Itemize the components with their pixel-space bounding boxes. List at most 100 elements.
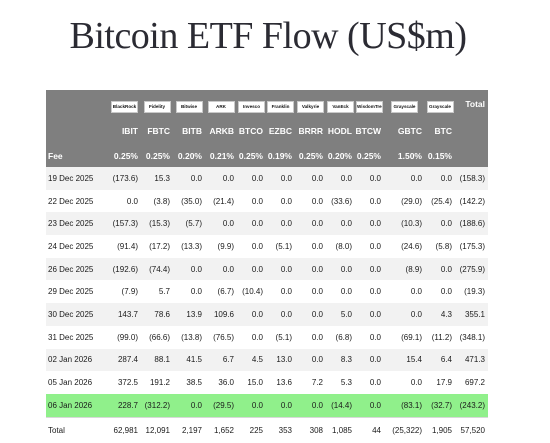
- flow-cell: (157.3): [108, 212, 141, 236]
- row-date: 26 Dec 2025: [46, 257, 108, 281]
- flow-cell: 143.7: [108, 303, 141, 326]
- table-row: 24 Dec 2025 (91.4) (17.2) (13.3) (9.9) 0.0 (5.…: [46, 235, 488, 258]
- row-date: 02 Jan 2026: [46, 348, 108, 372]
- flow-cell: (29.0): [401, 196, 422, 206]
- row-total: (19.3): [464, 287, 485, 297]
- flow-cell: 6.4: [425, 348, 455, 372]
- table-row: 30 Dec 2025 143.7 78.6 13.9 109.6 0.0 0.0 0.0 5.…: [46, 303, 488, 326]
- row-total: (142.2): [459, 196, 485, 206]
- flow-cell: 287.4: [108, 348, 141, 372]
- ticker-header: BTCW: [355, 117, 384, 144]
- flow-cell: (11.2): [431, 332, 452, 342]
- flow-cell: 0.0: [440, 287, 452, 297]
- flow-cell: (9.9): [217, 241, 234, 251]
- flow-cell: 15.0: [247, 378, 263, 388]
- flow-cell: 78.6: [141, 303, 173, 326]
- flow-cell: (192.6): [108, 257, 141, 281]
- flow-cell: 5.7: [158, 287, 170, 297]
- issuer-logo: Valkyrie: [297, 101, 324, 113]
- flow-cell: 17.9: [436, 378, 452, 388]
- table-row: 31 Dec 2025 (99.0) (66.6) (13.8) (76.5) 0.0 (5…: [46, 326, 488, 349]
- totals-row: Total 62,981 12,091 2,197 1,652 225 353 308 1,08…: [46, 416, 488, 443]
- flow-cell: (10.3): [384, 212, 425, 236]
- ticker-corner-cell: [46, 117, 108, 144]
- flow-cell: (3.8): [153, 196, 170, 206]
- totals-cell: 1,652: [205, 416, 237, 443]
- issuer-logo-cell: BlackRock: [108, 90, 141, 117]
- row-date: 23 Dec 2025: [46, 212, 108, 236]
- fee-value: 0.21%: [205, 144, 237, 167]
- fee-row: Fee 0.25% 0.25% 0.20% 0.21% 0.25% 0.19% 0.25% 0.…: [46, 144, 488, 167]
- totals-cell: 62,981: [108, 416, 141, 443]
- row-date: 19 Dec 2025: [46, 167, 108, 190]
- totals-cell: 44: [355, 416, 384, 443]
- flow-cell: (5.1): [275, 241, 292, 251]
- issuer-logo: Franklin: [267, 101, 294, 113]
- flow-cell: 0.0: [355, 212, 384, 236]
- flow-cell: (32.7): [425, 393, 455, 418]
- flow-cell: 372.5: [117, 378, 138, 388]
- flow-cell: 0.0: [266, 167, 295, 190]
- flow-cell: (33.6): [331, 196, 352, 206]
- flow-cell: (5.7): [173, 212, 205, 236]
- ticker-header: BITB: [173, 117, 205, 144]
- issuer-logo-cell: Grayscale: [425, 90, 455, 117]
- totals-cell: (25,322): [384, 416, 425, 443]
- issuer-logo-cell: Invesco: [237, 90, 266, 117]
- flow-cell: (10.4): [242, 287, 263, 297]
- flow-cell: (66.6): [149, 332, 170, 342]
- flow-cell: 0.0: [326, 257, 355, 281]
- flow-cell: (6.8): [335, 332, 352, 342]
- flow-cell: 0.0: [326, 167, 355, 190]
- flow-cell: 0.0: [266, 393, 295, 418]
- totals-cell: 225: [237, 416, 266, 443]
- flow-cell: 0.0: [295, 348, 326, 372]
- row-date: 30 Dec 2025: [46, 303, 108, 326]
- totals-cell: 12,091: [141, 416, 173, 443]
- table-row: 29 Dec 2025 (7.9) 5.7 0.0 (6.7) (10.4) 0.0 0.0 0…: [46, 280, 488, 303]
- flow-cell: (13.3): [181, 241, 202, 251]
- row-total: (243.2): [455, 393, 488, 418]
- flow-cell: 36.0: [218, 378, 234, 388]
- flow-cell: 0.0: [369, 287, 381, 297]
- flow-cell: (7.9): [121, 287, 138, 297]
- issuer-logo-cell: Grayscale: [384, 90, 425, 117]
- flow-cell: (5.8): [435, 241, 452, 251]
- flow-cell: 0.0: [384, 167, 425, 190]
- flow-cell: 0.0: [266, 303, 295, 326]
- flow-cell: (6.7): [217, 287, 234, 297]
- table-row: 26 Dec 2025 (192.6) (74.4) 0.0 0.0 0.0 0.0 0.0 0…: [46, 257, 488, 281]
- flow-cell: 0.0: [340, 287, 352, 297]
- issuer-logo-cell: Bitwise: [173, 90, 205, 117]
- flow-cell: (25.4): [431, 196, 452, 206]
- flow-cell: 0.0: [369, 378, 381, 388]
- flow-cell: 0.0: [237, 257, 266, 281]
- flow-cell: 4.3: [425, 303, 455, 326]
- flow-cell: 0.0: [173, 167, 205, 190]
- issuer-logo: Grayscale: [391, 101, 418, 113]
- fee-label: Fee: [46, 144, 108, 167]
- flow-cell: 0.0: [355, 257, 384, 281]
- flow-cell: 7.2: [311, 378, 323, 388]
- ticker-header: BTCO: [237, 117, 266, 144]
- flow-cell: 0.0: [369, 332, 381, 342]
- flow-cell: (91.4): [117, 241, 138, 251]
- table-row: 05 Jan 2026 372.5 191.2 38.5 36.0 15.0 13.6 7.2…: [46, 371, 488, 394]
- flow-cell: 4.5: [237, 348, 266, 372]
- issuer-logo: Grayscale: [426, 101, 454, 113]
- flow-cell: 0.0: [355, 303, 384, 326]
- row-date: 31 Dec 2025: [48, 332, 94, 342]
- flow-cell: 0.0: [425, 212, 455, 236]
- flow-cell: 0.0: [369, 241, 381, 251]
- issuer-logo-cell: Valkyrie: [295, 90, 326, 117]
- fee-value: 0.25%: [141, 144, 173, 167]
- flow-cell: 0.0: [190, 287, 202, 297]
- flow-cell: 88.1: [141, 348, 173, 372]
- flow-cell: 0.0: [251, 241, 263, 251]
- fee-value: 0.25%: [108, 144, 141, 167]
- row-date: 06 Jan 2026: [46, 393, 108, 418]
- flow-cell: 0.0: [205, 257, 237, 281]
- flow-cell: 0.0: [369, 196, 381, 206]
- flow-cell: 0.0: [311, 287, 323, 297]
- flow-cell: 0.0: [295, 303, 326, 326]
